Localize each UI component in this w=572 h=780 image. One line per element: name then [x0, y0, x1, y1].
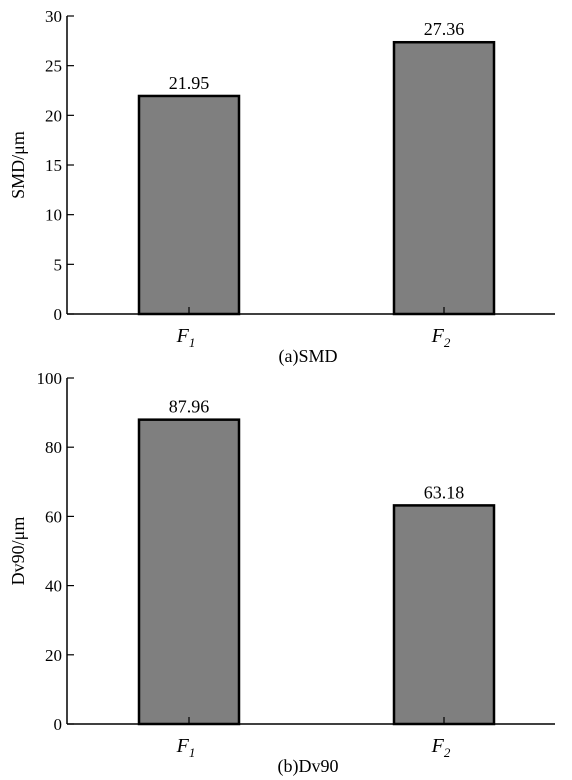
chart-1-x-tick-label-main: F — [176, 325, 190, 347]
chart-2-bar-2 — [392, 504, 496, 726]
chart-2-data-label-2: 63.18 — [424, 482, 465, 502]
chart-2-caption: (b)Dv90 — [278, 756, 339, 777]
chart-2-y-tick-label: 40 — [45, 577, 62, 596]
chart-2-x-tick-label-main: F — [176, 735, 190, 757]
chart-1-bar-1 — [137, 94, 241, 316]
chart-1-bar-2 — [392, 40, 496, 316]
chart-1-x-tick-label-2: F2 — [431, 325, 451, 350]
chart-1-data-label-2: 27.36 — [424, 19, 465, 39]
chart-2-x-tick-label-1: F1 — [176, 735, 196, 760]
chart-2-y-axis-title: Dv90/μm — [8, 517, 28, 586]
chart-2-y-tick-label: 60 — [45, 507, 62, 526]
chart-1-y-tick-label: 5 — [54, 255, 63, 274]
chart-1-x-tick-label-main: F — [431, 325, 445, 347]
chart-1-y-tick-label: 25 — [45, 57, 62, 76]
chart-2-bar-1 — [137, 418, 241, 726]
chart-1-y-tick-label: 0 — [54, 305, 63, 324]
chart-2-x-tick-label-sub: 1 — [189, 745, 196, 760]
chart-1-y-tick-label: 30 — [45, 7, 62, 26]
chart-2-x-tick-label-2: F2 — [431, 735, 451, 760]
chart-1-x-tick-label-1: F1 — [176, 325, 196, 350]
chart-2-y-tick-label: 80 — [45, 438, 62, 457]
chart-1-y-tick-label: 20 — [45, 106, 62, 125]
chart-1-y-tick-label: 10 — [45, 206, 62, 225]
chart-1-caption: (a)SMD — [279, 346, 338, 367]
chart-2-y-tick-label: 0 — [54, 715, 63, 734]
chart-2-y-tick-label: 20 — [45, 646, 62, 665]
chart-2-data-label-1: 87.96 — [169, 397, 210, 417]
chart-2-y-tick-label: 100 — [37, 369, 63, 388]
chart-1-y-tick-label: 15 — [45, 156, 62, 175]
chart-2-x-tick-label-main: F — [431, 735, 445, 757]
chart-1-x-tick-label-sub: 1 — [189, 335, 196, 350]
chart-2-x-tick-label-sub: 2 — [444, 745, 451, 760]
chart-1-x-tick-label-sub: 2 — [444, 335, 451, 350]
chart-1-y-axis-title: SMD/μm — [8, 131, 28, 199]
chart-1-data-label-1: 21.95 — [169, 73, 210, 93]
